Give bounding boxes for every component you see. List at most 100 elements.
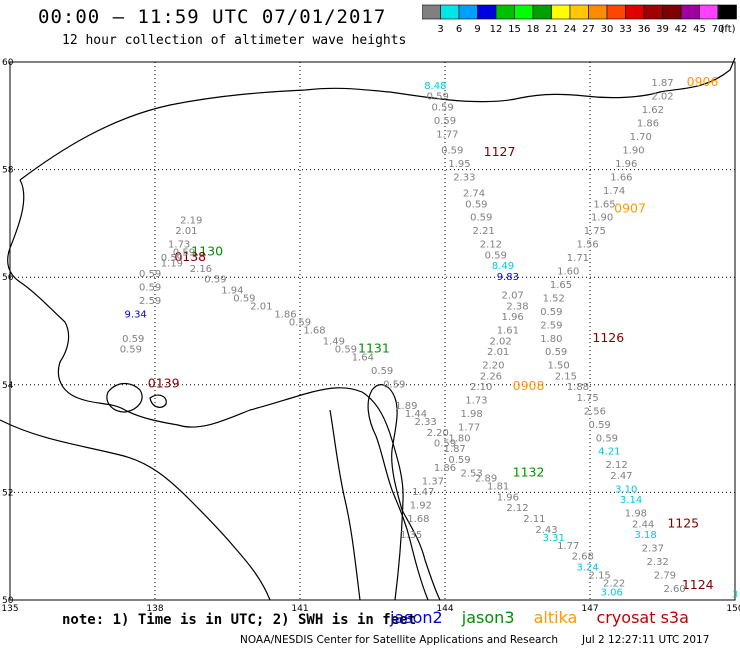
- lat-tick-label: 60: [2, 58, 14, 68]
- wave-height-value: 1.52: [543, 293, 565, 304]
- wave-height-value: 2.68: [572, 552, 594, 563]
- wave-height-value: 0.59: [465, 199, 487, 210]
- lat-tick-label: 52: [2, 488, 13, 498]
- colorbar-tick-label: 21: [545, 24, 558, 35]
- pass-time-label: 0139: [148, 375, 180, 390]
- colorbar-tick-label: 36: [638, 24, 651, 35]
- wave-height-value: 0.59: [540, 307, 562, 318]
- wave-height-value: 1.89: [395, 401, 417, 412]
- wave-height-value: 9.83: [497, 272, 519, 283]
- wave-height-value: 1.80: [448, 433, 470, 444]
- wave-height-value: 0.59: [441, 145, 463, 156]
- wave-height-value: 1.35: [400, 530, 422, 541]
- colorbar-tick-label: 18: [527, 24, 540, 35]
- wave-height-value: 1.77: [436, 129, 458, 140]
- pass-time-label: 0906: [687, 74, 719, 89]
- sat-legend-jason2: jason2: [390, 608, 443, 627]
- wave-height-value: 1.98: [625, 509, 647, 520]
- lon-tick-label: 135: [1, 604, 18, 614]
- colorbar-tick-label: 70: [712, 24, 725, 35]
- wave-height-value: 0.59: [233, 293, 255, 304]
- wave-height-value: 0.59: [122, 334, 144, 345]
- wave-height-value: 1.19: [161, 258, 183, 269]
- wave-height-value: 2.44: [632, 519, 654, 530]
- wave-height-value: 0.59: [383, 379, 405, 390]
- wave-height-value: 0.59: [289, 318, 311, 329]
- wave-height-value: 0.59: [596, 433, 618, 444]
- wave-height-value: 2.07: [502, 291, 524, 302]
- sat-legend-altika: altika: [533, 608, 578, 627]
- wave-height-value: 3: [732, 589, 738, 600]
- pass-time-label: 1131: [358, 341, 390, 356]
- wave-height-value: 2.89: [475, 474, 497, 485]
- wave-height-value: 2.32: [647, 557, 669, 568]
- pass-time-label: 1124: [682, 577, 714, 592]
- pass-time-label: 1132: [513, 464, 545, 479]
- wave-height-value: 0.59: [173, 248, 195, 259]
- coastline: [0, 57, 736, 601]
- wave-height-value: 1.88: [567, 382, 589, 393]
- wave-height-value: 1.98: [460, 409, 482, 420]
- wave-height-value: 2.12: [506, 503, 528, 514]
- wave-height-value: 2.38: [506, 301, 528, 312]
- wave-height-value: 1.77: [458, 423, 480, 434]
- wave-height-value: 1.62: [642, 105, 664, 116]
- wave-height-value: 3.18: [634, 530, 656, 541]
- wave-height-value: 2.15: [589, 570, 611, 581]
- wave-height-value: 1.86: [637, 119, 659, 130]
- wave-height-value: 2.01: [250, 301, 272, 312]
- colorbar-tick-label: 33: [619, 24, 632, 35]
- wave-height-value: 1.64: [352, 353, 374, 364]
- wave-height-value: 2.79: [654, 570, 676, 581]
- wave-height-value: 2.12: [605, 460, 627, 471]
- wave-height-value: 2.01: [175, 226, 197, 237]
- sakhalin-east: [367, 389, 429, 601]
- siberia-coast: [19, 57, 736, 181]
- lon-tick-label: 150: [726, 604, 740, 614]
- colorbar-tick-label: 15: [508, 24, 521, 35]
- colorbar-tick-label: 12: [490, 24, 503, 35]
- wave-height-value: 2.19: [180, 215, 202, 226]
- wave-height-value: 1.92: [410, 501, 432, 512]
- wave-height-value: 2.20: [427, 428, 449, 439]
- wave-height-value: 2.20: [482, 361, 504, 372]
- wave-height-value: 0.59: [139, 283, 161, 294]
- wave-height-value: 1.71: [567, 253, 589, 264]
- wave-height-value: 1.75: [576, 393, 598, 404]
- pass-time-label: 1127: [484, 144, 516, 159]
- pass-time-label: 1125: [667, 515, 699, 530]
- colorbar-tick-label: 42: [675, 24, 688, 35]
- wave-height-value: 1.60: [557, 267, 579, 278]
- wave-height-value: 0.59: [120, 345, 142, 356]
- wave-height-value: 2.47: [610, 471, 632, 482]
- wave-height-value: 2.16: [190, 264, 212, 275]
- wave-height-value: 1.74: [603, 186, 625, 197]
- colorbar-unit: (ft): [720, 24, 735, 35]
- sat-legend-jason3: jason3: [461, 608, 515, 627]
- wave-height-value: 2.33: [453, 172, 475, 183]
- colorbar-tick-label: 45: [693, 24, 706, 35]
- wave-height-value: 2.37: [642, 544, 664, 555]
- wave-height-value: 4.21: [598, 447, 620, 458]
- wave-height-value: 2.74: [463, 189, 485, 200]
- wave-height-value: 8.48: [424, 81, 446, 92]
- colorbar-tick-label: 30: [601, 24, 614, 35]
- wave-height-colorbar: 3 6 9 12 15 18 21 24 27 30 33 36 39 42 45 70(ft): [422, 4, 737, 35]
- lon-tick-label: 141: [291, 604, 308, 614]
- pass-time-label: 1126: [592, 330, 624, 345]
- wave-height-value: 2.59: [139, 296, 161, 307]
- lon-tick-label: 138: [146, 604, 163, 614]
- wave-height-value: 1.68: [303, 326, 325, 337]
- lat-tick-label: 58: [2, 166, 14, 176]
- wave-height-value: 2.01: [487, 347, 509, 358]
- wave-height-value: 0.59: [485, 250, 507, 261]
- wave-height-value: 0.59: [589, 420, 611, 431]
- colorbar-tick-label: 6: [456, 24, 462, 35]
- wave-height-value: 2.22: [603, 579, 625, 590]
- colorbar-tick-label: 39: [656, 24, 669, 35]
- wave-height-value: 1.80: [540, 334, 562, 345]
- wave-height-value: 0.59: [434, 439, 456, 450]
- wave-height-value: 0.59: [161, 253, 183, 264]
- wave-height-labels: 8.480.590.590.591.770.591.952.332.740.59…: [120, 78, 738, 600]
